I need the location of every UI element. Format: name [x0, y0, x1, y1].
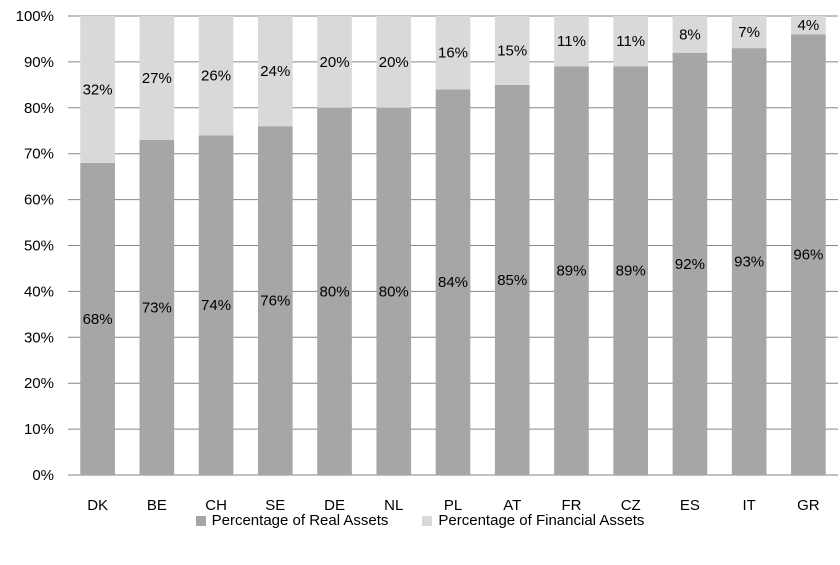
data-label: 92% — [675, 256, 705, 273]
legend-item-real: Percentage of Real Assets — [195, 512, 389, 529]
bar-segment-real — [80, 162, 115, 475]
data-label: 89% — [616, 263, 646, 280]
bar-segment-real — [139, 139, 175, 475]
y-tick-label: 0% — [32, 467, 54, 484]
x-tick-label: AT — [503, 497, 521, 514]
legend-item-financial: Percentage of Financial Assets — [422, 512, 644, 529]
bar-segment-real — [791, 34, 826, 476]
data-label: 84% — [438, 274, 468, 291]
bar-segment-financial — [80, 16, 115, 163]
legend: Percentage of Real Assets Percentage of … — [0, 512, 840, 529]
bar-segment-real — [198, 135, 234, 475]
legend-label-financial: Percentage of Financial Assets — [438, 512, 645, 529]
x-tick-label: FR — [561, 497, 581, 514]
bar-segment-real — [613, 66, 649, 476]
bar-segment-financial — [791, 16, 826, 35]
data-label: 20% — [320, 54, 350, 71]
x-tick-label: SE — [265, 497, 285, 514]
data-label: 85% — [497, 272, 527, 289]
y-tick-label: 80% — [24, 100, 54, 117]
data-label: 74% — [201, 297, 231, 314]
legend-swatch-real — [195, 515, 206, 526]
bars — [80, 16, 826, 476]
data-label: 26% — [201, 68, 231, 85]
y-tick-label: 90% — [24, 54, 54, 71]
data-label: 93% — [734, 254, 764, 271]
data-label: 15% — [497, 42, 527, 59]
bar-segment-real — [672, 52, 708, 475]
data-label: 89% — [556, 263, 586, 280]
bar-segment-financial — [139, 16, 175, 140]
x-tick-label: PL — [444, 497, 462, 514]
data-label: 11% — [616, 33, 645, 50]
bar-segment-financial — [198, 16, 234, 136]
bar-segment-financial — [731, 16, 767, 49]
y-tick-label: 50% — [24, 238, 54, 255]
data-label: 32% — [83, 81, 113, 98]
bar-segment-financial — [435, 16, 471, 90]
y-tick-label: 100% — [16, 8, 54, 25]
bar-segment-financial — [554, 16, 589, 67]
data-label: 76% — [260, 293, 290, 310]
data-label: 96% — [793, 247, 823, 264]
x-tick-label: IT — [742, 497, 755, 514]
data-label: 4% — [798, 17, 820, 34]
data-label: 20% — [379, 54, 409, 71]
bar-segment-financial — [613, 16, 649, 67]
bar-segment-financial — [672, 16, 708, 53]
bar-segment-real — [494, 84, 530, 475]
data-label: 80% — [320, 283, 350, 300]
bar-segment-financial — [376, 16, 412, 108]
y-tick-label: 70% — [24, 146, 54, 163]
y-tick-label: 10% — [24, 421, 54, 438]
x-tick-label: GR — [797, 497, 820, 514]
bar-segment-financial — [494, 16, 530, 85]
x-tick-label: DE — [324, 497, 345, 514]
bar-segment-real — [435, 89, 471, 475]
data-label: 27% — [142, 70, 172, 87]
data-label: 16% — [438, 45, 468, 62]
data-label: 11% — [557, 33, 586, 50]
x-tick-label: CZ — [621, 497, 641, 514]
data-label: 68% — [83, 311, 113, 328]
bar-segment-real — [376, 107, 412, 476]
bar-segment-financial — [257, 16, 293, 127]
data-label: 80% — [379, 283, 409, 300]
x-tick-label: ES — [680, 497, 700, 514]
legend-label-real: Percentage of Real Assets — [211, 512, 389, 529]
y-tick-label: 30% — [24, 329, 54, 346]
y-tick-label: 20% — [24, 375, 54, 392]
y-tick-label: 60% — [24, 192, 54, 209]
bar-segment-financial — [317, 16, 352, 108]
y-axis-ticks: 0% 10% 20% 30% 40% 50% 60% 70% 80% 90% 100% — [16, 8, 54, 484]
x-axis-ticks: DK BE CH SE DE NL PL AT FR CZ ES IT GR — [87, 497, 820, 514]
data-label: 24% — [260, 63, 290, 80]
legend-swatch-financial — [422, 515, 433, 526]
bar-segment-real — [731, 48, 767, 475]
x-tick-label: CH — [205, 497, 227, 514]
bar-segment-real — [257, 126, 293, 475]
bar-segment-real — [554, 66, 589, 476]
y-tick-label: 40% — [24, 283, 54, 300]
x-tick-label: DK — [87, 497, 108, 514]
x-tick-label: BE — [147, 497, 167, 514]
data-label: 7% — [738, 24, 760, 41]
bar-segment-real — [317, 107, 352, 476]
data-label: 8% — [679, 26, 701, 43]
data-label: 73% — [142, 299, 172, 316]
x-tick-label: NL — [384, 497, 403, 514]
data-labels: 68% 32% 73% 27% 74% 26% 76% 24% 80% 20% 80% 20% 84% 1… — [83, 17, 824, 328]
